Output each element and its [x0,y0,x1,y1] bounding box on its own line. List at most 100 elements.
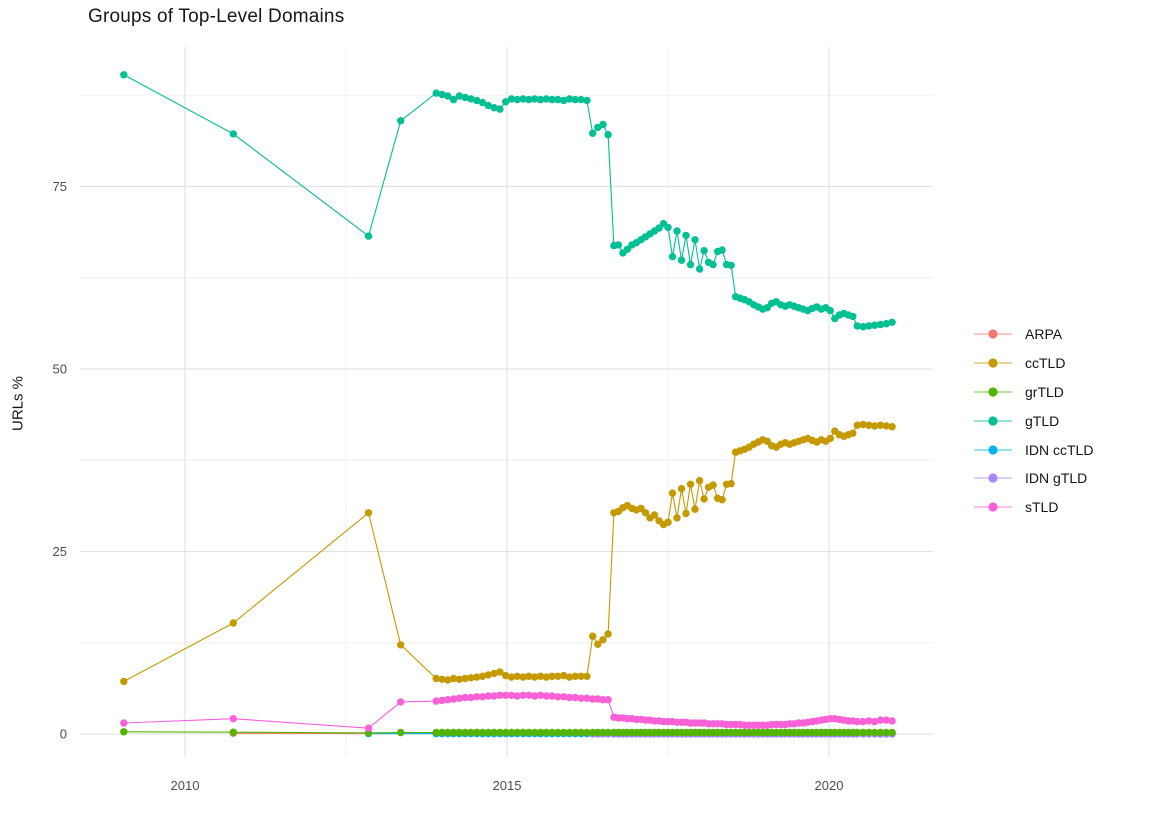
data-point [554,672,562,680]
data-point [668,489,677,497]
legend-item-gtld: gTLD [974,406,1093,435]
data-point [120,728,128,736]
data-point [589,728,597,737]
legend-item-stld: sTLD [974,493,1093,522]
data-point [507,728,516,737]
data-point [718,496,726,504]
series-grtld [120,728,896,737]
legend-label: sTLD [1025,499,1059,516]
series-line [123,74,893,328]
data-point [865,421,873,429]
series-gtld [120,71,896,331]
data-point [677,485,686,493]
legend-key-dot [988,444,998,455]
data-point [682,231,690,240]
data-point [548,728,556,737]
data-point [882,422,890,430]
legend-key-dot [988,329,998,339]
data-point [484,671,492,679]
data-point [473,728,481,737]
data-point [882,716,890,724]
data-point [120,677,128,686]
data-point [536,95,545,104]
data-point [871,728,879,737]
data-point [853,717,861,726]
data-point [614,241,623,249]
data-point [525,728,533,737]
data-point [826,434,834,443]
data-point [461,728,469,737]
data-point [583,694,591,702]
data-point [589,129,597,137]
data-point [560,693,568,701]
y-tick-label: 50 [53,362,67,377]
legend-item-cctld: ccTLD [974,349,1093,378]
legend-item-idn-cctld: IDN ccTLD [974,435,1093,464]
data-point [554,95,562,104]
data-point [727,479,735,488]
data-point [490,728,498,737]
data-point [438,696,446,705]
legend-item-grtld: grTLD [974,378,1093,407]
data-point [882,320,890,328]
data-point [859,420,867,429]
data-point [583,672,591,680]
legend-key-dot [988,473,998,483]
data-point [467,95,475,103]
data-point [502,671,510,680]
legend-label: ARPA [1025,326,1063,343]
data-point [853,421,861,429]
data-point [397,117,405,125]
data-point [560,96,568,105]
data-point [467,728,475,737]
data-point [461,693,469,702]
legend-key-dot [988,358,998,368]
data-point [531,728,539,737]
data-point [718,246,726,254]
data-point [853,728,861,737]
data-point [449,728,458,737]
data-point [525,691,533,699]
data-point [542,95,550,103]
data-point [709,481,717,489]
data-point [554,693,562,701]
data-point [871,422,879,430]
data-point [876,716,885,724]
data-point [444,676,452,684]
legend-key-icon [974,502,1012,512]
data-point [455,675,463,683]
data-point [888,318,896,326]
data-point [536,672,545,680]
data-point [604,131,612,139]
data-point [695,477,704,485]
data-point [496,691,504,699]
data-point [876,728,885,737]
data-point [577,672,585,680]
data-point [577,95,585,104]
data-point [849,312,857,321]
data-point [604,696,612,704]
data-point [871,321,879,329]
data-point [599,636,607,644]
data-point [120,71,128,79]
data-point [455,92,463,100]
data-point [571,693,579,702]
data-point [531,95,539,103]
data-point [682,509,690,518]
data-point [449,674,458,683]
data-point [438,90,446,99]
data-point [467,674,475,682]
data-point [594,640,602,648]
data-point [229,130,237,138]
data-point [519,673,527,681]
data-point [882,728,890,737]
data-point [589,695,597,703]
data-point [444,728,452,737]
data-point [507,95,516,103]
data-point [490,104,498,112]
data-point [599,120,607,129]
data-point [583,96,591,105]
data-point [467,693,475,702]
